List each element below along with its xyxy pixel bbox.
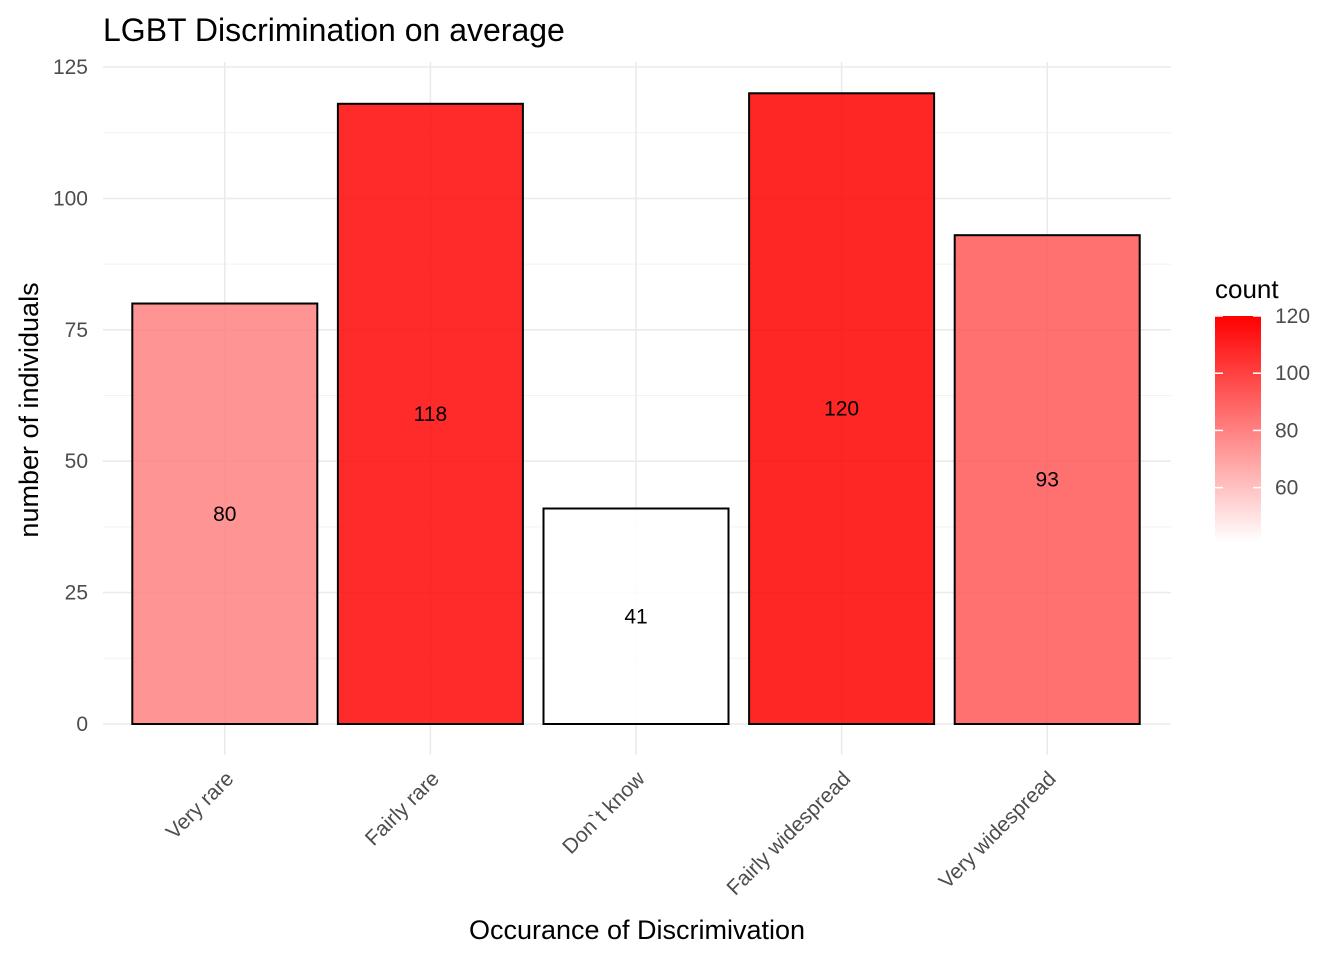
- y-axis-title: number of individuals: [14, 282, 44, 537]
- data-label: 80: [213, 503, 236, 526]
- x-axis-title: Occurance of Discrimivation: [469, 915, 805, 945]
- legend-colorbar: [1215, 316, 1261, 542]
- chart-title: LGBT Discrimination on average: [103, 12, 565, 48]
- legend-tick-label: 60: [1275, 477, 1298, 500]
- y-tick-label: 0: [76, 713, 88, 736]
- y-tick-label: 50: [65, 450, 88, 473]
- x-tick-label: Don`t know: [558, 767, 650, 859]
- y-tick-label: 100: [53, 187, 88, 210]
- y-tick-label: 25: [65, 582, 88, 605]
- legend-ticks: 60 80 100 120: [1215, 305, 1310, 500]
- legend-tick-label: 120: [1275, 305, 1310, 328]
- data-label: 118: [414, 403, 447, 426]
- bar-very-widespread: [953, 234, 1141, 726]
- data-label: 41: [624, 605, 647, 628]
- color-legend: count 60 80 100 120: [1215, 274, 1310, 542]
- x-axis-ticks: Very rare Fairly rare Don`t know Fairly wid…: [162, 767, 1061, 900]
- bar-fairly-widespread: [748, 92, 936, 725]
- data-label: 120: [824, 398, 859, 421]
- bar-very-rare: [131, 302, 319, 725]
- legend-title: count: [1215, 274, 1279, 304]
- x-tick-label: Fairly widespread: [722, 767, 855, 900]
- y-tick-label: 75: [65, 319, 88, 342]
- bar-don-t-know: [542, 507, 730, 725]
- x-tick-label: Very widespread: [935, 767, 1061, 893]
- bar-fairly-rare: [336, 102, 524, 726]
- legend-tick-label: 80: [1275, 419, 1298, 442]
- bars: 80 118 41 120 93: [131, 92, 1141, 726]
- legend-tick-label: 100: [1275, 362, 1310, 385]
- x-tick-label: Very rare: [162, 767, 239, 844]
- data-label: 93: [1036, 469, 1059, 492]
- x-tick-label: Fairly rare: [361, 767, 444, 850]
- y-tick-label: 125: [53, 56, 88, 79]
- y-axis-ticks: 0 25 50 75 100 125: [53, 56, 88, 736]
